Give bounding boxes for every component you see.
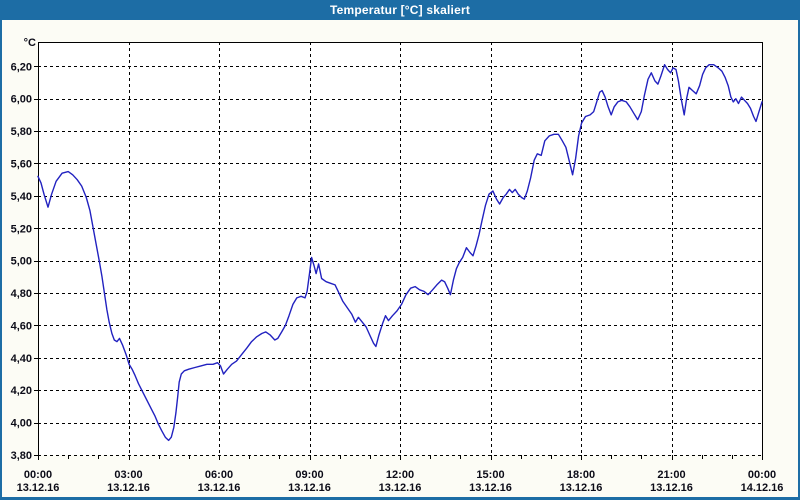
x-tick-date-label: 13.12.16	[198, 482, 241, 494]
y-tick-label: 5,20	[11, 223, 32, 235]
x-tick-time-label: 06:00	[205, 469, 233, 481]
x-tick-date-label: 14.12.16	[741, 482, 784, 494]
x-tick-date-label: 13.12.16	[560, 482, 603, 494]
x-axis-ticks	[38, 455, 763, 460]
y-tick-label: 4,40	[11, 353, 32, 365]
x-tick-time-label: 21:00	[657, 469, 685, 481]
y-tick-label: 5,80	[11, 126, 32, 138]
x-tick-time-label: 15:00	[476, 469, 504, 481]
x-tick-date-label: 13.12.16	[17, 482, 60, 494]
y-axis-ticks	[34, 66, 38, 456]
x-tick-time-label: 09:00	[295, 469, 323, 481]
x-tick-date-label: 13.12.16	[379, 482, 422, 494]
x-tick-time-label: 12:00	[386, 469, 414, 481]
x-tick-date-label: 13.12.16	[469, 482, 512, 494]
y-tick-label: 5,40	[11, 191, 32, 203]
y-tick-label: 5,60	[11, 158, 32, 170]
y-tick-label: 6,00	[11, 94, 32, 106]
y-tick-label: 4,00	[11, 418, 32, 430]
y-tick-label: 4,60	[11, 320, 32, 332]
y-axis-unit-label: °C	[24, 37, 36, 49]
x-tick-time-label: 18:00	[567, 469, 595, 481]
axis-border	[38, 42, 763, 457]
grid-vertical	[129, 42, 673, 455]
y-tick-label: 5,00	[11, 256, 32, 268]
x-tick-labels: 00:0013.12.1603:0013.12.1606:0013.12.160…	[17, 469, 784, 494]
y-tick-label: 3,80	[11, 450, 32, 462]
y-tick-labels: 3,80 4,00 4,20 4,40 4,60 4,80 5,00 5,20 5,40 5,60…	[11, 61, 32, 462]
window-title: Temperatur [°C] skaliert	[329, 3, 471, 17]
y-tick-label: 6,20	[11, 61, 32, 73]
x-tick-time-label: 00:00	[748, 469, 776, 481]
x-tick-time-label: 00:00	[24, 469, 52, 481]
y-tick-label: 4,20	[11, 385, 32, 397]
x-tick-date-label: 13.12.16	[107, 482, 150, 494]
x-tick-time-label: 03:00	[114, 469, 142, 481]
y-tick-label: 4,80	[11, 288, 32, 300]
title-bar[interactable]: Temperatur [°C] skaliert	[0, 0, 800, 20]
x-tick-date-label: 13.12.16	[288, 482, 331, 494]
x-tick-date-label: 13.12.16	[650, 482, 693, 494]
temperature-line	[37, 63, 763, 442]
